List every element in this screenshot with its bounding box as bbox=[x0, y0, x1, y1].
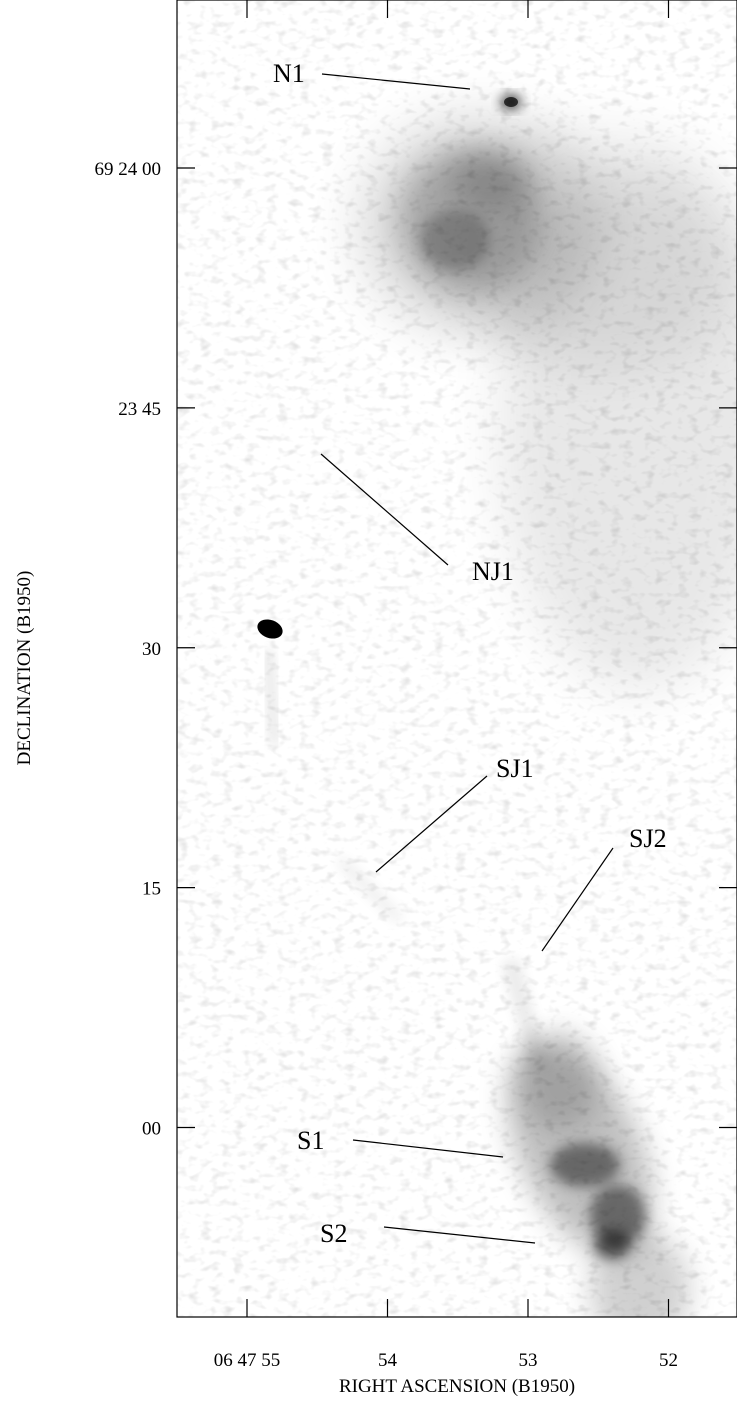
x-tick-label: 52 bbox=[659, 1350, 678, 1371]
x-axis-title: RIGHT ASCENSION (B1950) bbox=[339, 1376, 575, 1397]
label-nj1: NJ1 bbox=[472, 557, 514, 586]
y-axis-title: DECLINATION (B1950) bbox=[14, 571, 35, 766]
y-axis-ticks: 69 24 00 23 45 30 15 00 bbox=[95, 159, 737, 1140]
sj2-leader bbox=[541, 847, 614, 952]
sj1-leader bbox=[375, 775, 488, 873]
radio-emission-image bbox=[177, 0, 737, 1317]
y-tick-label: 69 24 00 bbox=[95, 159, 162, 180]
south-jet-trace bbox=[336, 856, 404, 924]
y-tick-label: 23 45 bbox=[118, 399, 161, 420]
label-n1: N1 bbox=[273, 59, 305, 88]
south-lobe bbox=[507, 1030, 690, 1317]
x-tick-label: 53 bbox=[519, 1350, 538, 1371]
annotation-lines bbox=[320, 73, 614, 1244]
y-tick-label: 00 bbox=[142, 1119, 161, 1140]
label-sj1: SJ1 bbox=[496, 754, 534, 783]
x-axis-ticks: 06 47 555453525150 bbox=[214, 0, 678, 1371]
nj1-leader bbox=[320, 453, 449, 566]
compact-source bbox=[257, 619, 283, 746]
annotation-labels: N1 NJ1 SJ1 SJ2 S1 S2 bbox=[273, 59, 667, 1248]
plot-frame bbox=[176, 0, 737, 1318]
north-lobe bbox=[365, 120, 595, 330]
x-tick-label: 06 47 55 bbox=[214, 1350, 281, 1371]
y-tick-label: 30 bbox=[142, 639, 161, 660]
x-tick-label: 54 bbox=[378, 1350, 398, 1371]
label-s2: S2 bbox=[320, 1219, 347, 1248]
label-sj2: SJ2 bbox=[629, 824, 667, 853]
n1-leader bbox=[321, 73, 471, 90]
label-s1: S1 bbox=[297, 1126, 324, 1155]
s1-leader bbox=[352, 1139, 504, 1158]
y-tick-label: 15 bbox=[142, 879, 161, 900]
s2-leader bbox=[383, 1226, 536, 1244]
